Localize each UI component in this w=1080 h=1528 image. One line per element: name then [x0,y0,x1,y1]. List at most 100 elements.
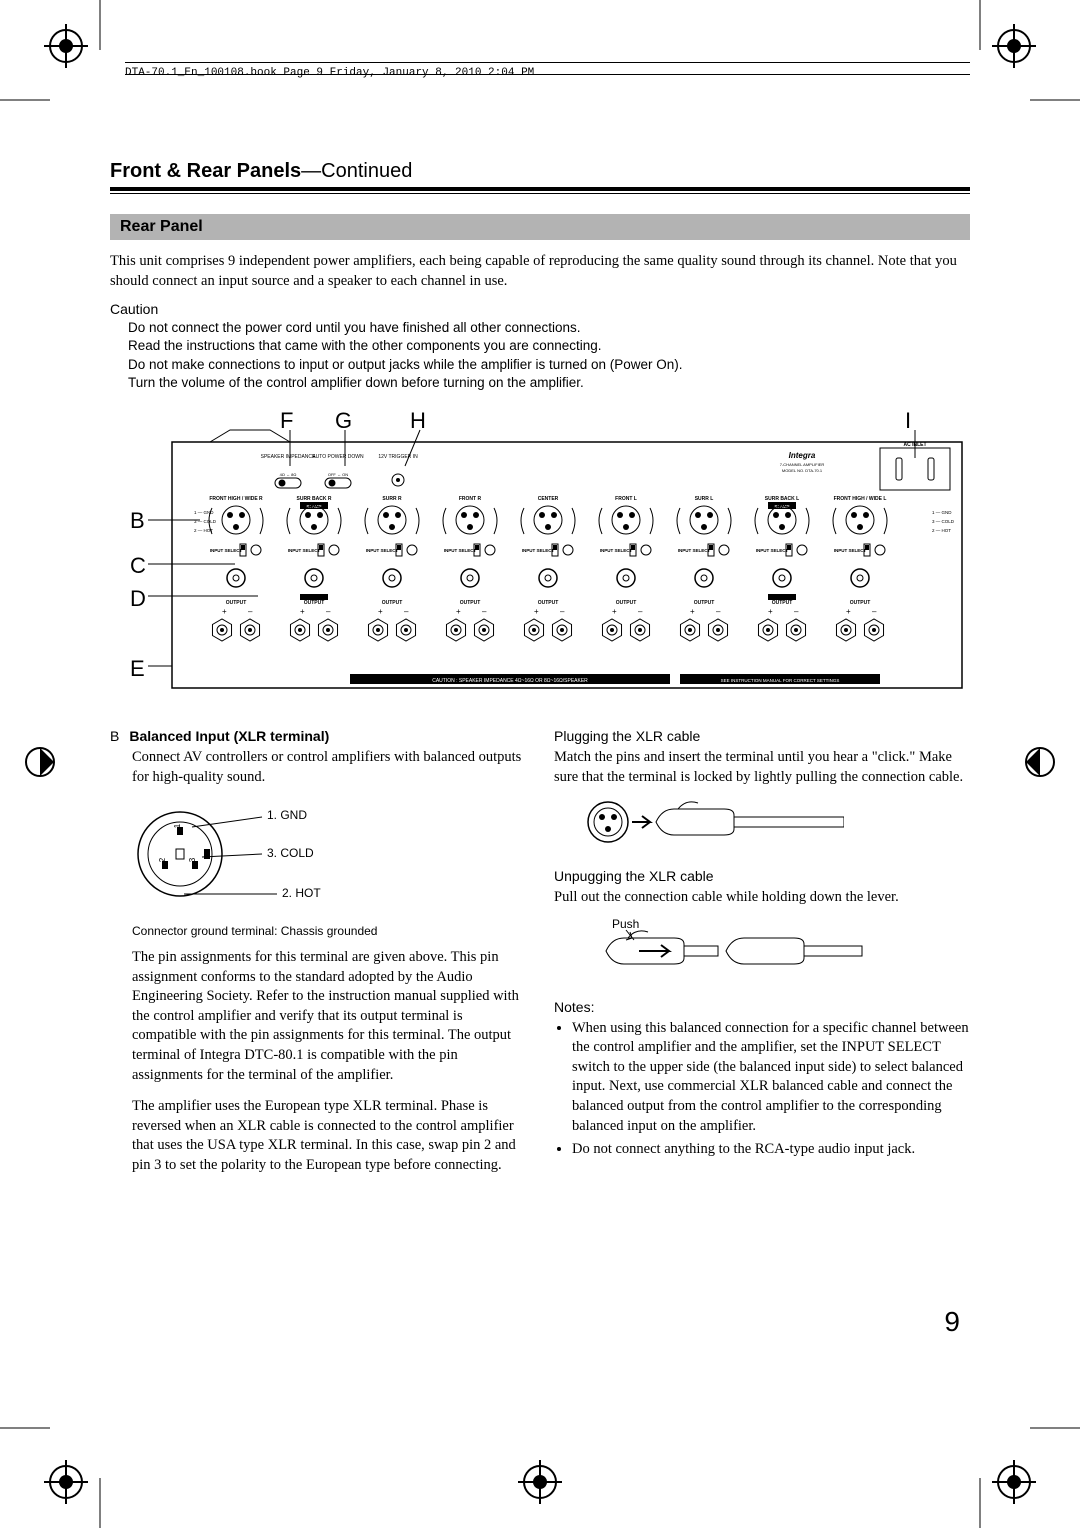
caution-label: Caution [110,301,970,317]
rear-panel-diagram: F G H I B C D E SPEAKER IMPEDANCE AUTO P… [110,408,970,708]
note-item: Do not connect anything to the RCA-type … [572,1140,970,1160]
svg-text:2 — HOT: 2 — HOT [194,528,213,533]
svg-text:1: 1 [173,823,182,828]
svg-text:CAUTION : SPEAKER IMPEDANCE 4: CAUTION : SPEAKER IMPEDANCE 4Ω~16Ω OR 8Ω… [432,678,588,684]
svg-text:SURR BACK L: SURR BACK L [765,496,799,502]
notes-heading: Notes: [554,999,970,1015]
svg-text:FRONT HIGH / WIDE L: FRONT HIGH / WIDE L [834,496,887,502]
plug-illustration [584,795,970,854]
page-number: 9 [944,1306,960,1338]
svg-text:+: + [846,607,851,616]
svg-text:–: – [326,607,331,616]
svg-text:OFF ↔ ON: OFF ↔ ON [328,472,348,477]
reg-mark-br [992,1460,1036,1504]
svg-text:AC INLET: AC INLET [903,442,926,448]
unplug-text: Pull out the connection cable while hold… [554,888,970,908]
para-pins: The pin assignments for this terminal ar… [132,948,526,1085]
svg-text:FRONT HIGH / WIDE R: FRONT HIGH / WIDE R [209,496,263,502]
item-letter: B [110,728,119,744]
label-auto-power: AUTO POWER DOWN [312,454,364,460]
svg-text:SURR R: SURR R [382,496,402,502]
svg-text:+: + [612,607,617,616]
svg-text:OUTPUT: OUTPUT [616,600,637,606]
svg-text:–: – [404,607,409,616]
left-column: B Balanced Input (XLR terminal) Connect … [110,728,526,1187]
svg-text:OUTPUT: OUTPUT [382,600,403,606]
svg-text:–: – [248,607,253,616]
right-column: Plugging the XLR cable Match the pins an… [554,728,970,1187]
svg-text:7-CHANNEL AMPLIFIER: 7-CHANNEL AMPLIFIER [780,462,825,467]
svg-text:FRONT L: FRONT L [615,496,637,502]
svg-text:–: – [716,607,721,616]
running-header-text: DTA-70.1_En_100108.book Page 9 Friday, J… [125,67,534,79]
rear-panel-banner: Rear Panel [110,214,970,240]
svg-text:SURR L: SURR L [695,496,714,502]
xlr-pin-diagram: 1 2 3 1. GND 3. COLD 2. HOT [132,799,526,914]
section-title: Front & Rear Panels—Continued [110,160,970,183]
section-title-main: Front & Rear Panels [110,160,301,182]
svg-text:SEE INSTRUCTION MANUAL FOR COR: SEE INSTRUCTION MANUAL FOR CORRECT SETTI… [721,678,840,683]
running-header: DTA-70.1_En_100108.book Page 9 Friday, J… [125,62,970,79]
svg-text:+: + [690,607,695,616]
unplug-illustration: Push [584,916,970,985]
svg-text:INPUT SELECT: INPUT SELECT [210,548,243,553]
plug-heading: Plugging the XLR cable [554,728,970,744]
para-euro: The amplifier uses the European type XLR… [132,1097,526,1175]
svg-text:3: 3 [188,857,197,862]
svg-text:+: + [768,607,773,616]
para-connect: Connect AV controllers or control amplif… [132,748,526,787]
rule-thin [110,193,970,194]
svg-text:OUTPUT: OUTPUT [304,600,325,606]
svg-text:–: – [794,607,799,616]
svg-text:+: + [534,607,539,616]
svg-text:3. COLD: 3. COLD [267,846,314,860]
caution-item: Do not make connections to input or outp… [128,356,970,374]
xlr-caption: Connector ground terminal: Chassis groun… [132,924,526,938]
svg-text:4Ω ↔ 8Ω: 4Ω ↔ 8Ω [280,472,297,477]
svg-text:INPUT SELECT: INPUT SELECT [288,548,321,553]
svg-text:OUTPUT: OUTPUT [694,600,715,606]
svg-text:–: – [872,607,877,616]
caution-item: Turn the volume of the control amplifier… [128,374,970,392]
reg-mark-tr [992,24,1036,68]
svg-text:OUTPUT: OUTPUT [538,600,559,606]
unplug-heading: Unpugging the XLR cable [554,868,970,884]
reg-mark-bl [44,1460,88,1504]
intro-paragraph: This unit comprises 9 independent power … [110,252,970,291]
svg-text:1 — GND: 1 — GND [194,510,214,515]
section-title-suffix: —Continued [301,160,412,182]
reg-mark-tl [44,24,88,68]
svg-text:3 — COLD: 3 — COLD [932,519,955,524]
svg-text:–: – [560,607,565,616]
svg-text:2. HOT: 2. HOT [282,886,321,900]
svg-text:OUTPUT: OUTPUT [850,600,871,606]
svg-text:1. GND: 1. GND [267,808,307,822]
svg-text:MODEL NO. DTA-70.1: MODEL NO. DTA-70.1 [782,468,823,473]
svg-text:+: + [300,607,305,616]
svg-text:3 — COLD: 3 — COLD [194,519,217,524]
svg-text:1 — GND: 1 — GND [932,510,952,515]
svg-text:2 — HOT: 2 — HOT [932,528,951,533]
svg-text:INPUT SELECT: INPUT SELECT [678,548,711,553]
bottom-center-mark [518,1460,562,1504]
svg-text:SURR BACK R: SURR BACK R [297,496,332,502]
svg-text:–: – [638,607,643,616]
svg-text:+: + [222,607,227,616]
side-mark-right [1018,740,1062,784]
svg-text:INPUT SELECT: INPUT SELECT [444,548,477,553]
svg-text:INPUT SELECT: INPUT SELECT [600,548,633,553]
notes-list: When using this balanced connection for … [572,1019,970,1160]
svg-text:FRONT R: FRONT R [459,496,482,502]
svg-text:–: – [482,607,487,616]
caution-item: Do not connect the power cord until you … [128,319,970,337]
svg-text:INPUT SELECT: INPUT SELECT [834,548,867,553]
svg-text:INPUT SELECT: INPUT SELECT [366,548,399,553]
item-title: Balanced Input (XLR terminal) [129,728,329,744]
svg-text:INPUT SELECT: INPUT SELECT [756,548,789,553]
svg-text:INPUT SELECT: INPUT SELECT [522,548,555,553]
rule-thick [110,187,970,191]
svg-text:Integra: Integra [789,451,816,460]
side-mark-left [18,740,62,784]
caution-item: Read the instructions that came with the… [128,337,970,355]
svg-text:OUTPUT: OUTPUT [226,600,247,606]
